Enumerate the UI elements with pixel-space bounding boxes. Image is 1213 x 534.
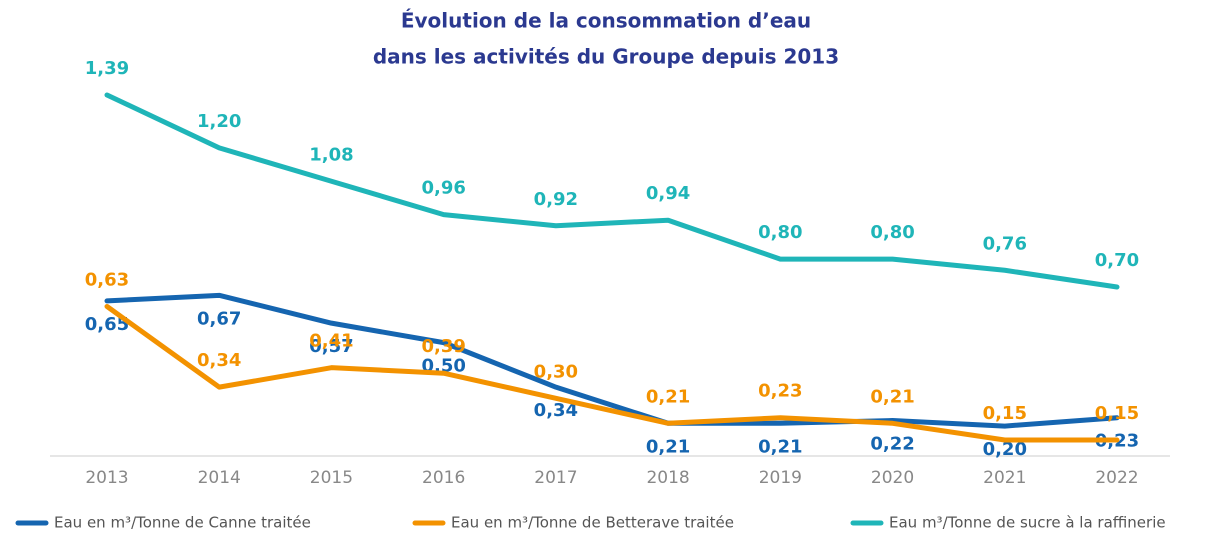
series-line (104, 303, 1120, 443)
data-label: 0,21 (870, 386, 914, 407)
chart-title: dans les activités du Groupe depuis 2013 (373, 45, 839, 69)
data-label: 0,21 (646, 436, 690, 457)
data-label: 0,22 (870, 434, 914, 455)
data-label: 0,67 (197, 308, 241, 329)
data-label: 0,65 (85, 314, 129, 335)
data-label: 0,15 (1095, 403, 1139, 424)
data-label: 0,96 (421, 178, 465, 199)
legend-label: Eau m³/Tonne de sucre à la raffinerie (889, 514, 1166, 532)
legend-label: Eau en m³/Tonne de Canne traitée (54, 514, 311, 532)
legend-label: Eau en m³/Tonne de Betterave traitée (451, 514, 734, 532)
data-label: 0,76 (983, 233, 1027, 254)
data-label: 1,20 (197, 111, 241, 132)
data-label: 0,30 (534, 361, 578, 382)
data-label: 1,39 (85, 58, 129, 79)
data-label: 0,20 (983, 439, 1027, 460)
data-label: 0,15 (983, 403, 1027, 424)
x-tick-label: 2019 (759, 468, 802, 488)
x-tick-label: 2016 (422, 468, 465, 488)
data-label: 0,21 (758, 436, 802, 457)
x-tick-label: 2020 (871, 468, 914, 488)
data-label: 0,34 (197, 350, 241, 371)
x-tick-label: 2015 (310, 468, 353, 488)
x-tick-label: 2014 (198, 468, 241, 488)
x-tick-label: 2017 (534, 468, 577, 488)
data-label: 0,94 (646, 183, 690, 204)
data-label: 0,63 (85, 269, 129, 290)
data-label: 0,21 (646, 386, 690, 407)
chart-title: Évolution de la consommation d’eau (401, 9, 811, 33)
data-label: 0,80 (870, 222, 914, 243)
data-label: 0,34 (534, 400, 578, 421)
data-label: 0,92 (534, 189, 578, 210)
data-label: 0,39 (421, 336, 465, 357)
x-tick-label: 2021 (983, 468, 1026, 488)
data-label: 0,57 (309, 336, 353, 357)
x-tick-label: 2018 (646, 468, 689, 488)
series-line (104, 92, 1120, 290)
data-label: 0,41 (309, 331, 353, 352)
x-tick-label: 2013 (85, 468, 128, 488)
series-line (104, 292, 1120, 429)
data-label: 1,08 (309, 144, 353, 165)
data-label: 0,70 (1095, 250, 1139, 271)
data-label: 0,23 (758, 381, 802, 402)
data-label: 0,80 (758, 222, 802, 243)
x-tick-label: 2022 (1095, 468, 1138, 488)
